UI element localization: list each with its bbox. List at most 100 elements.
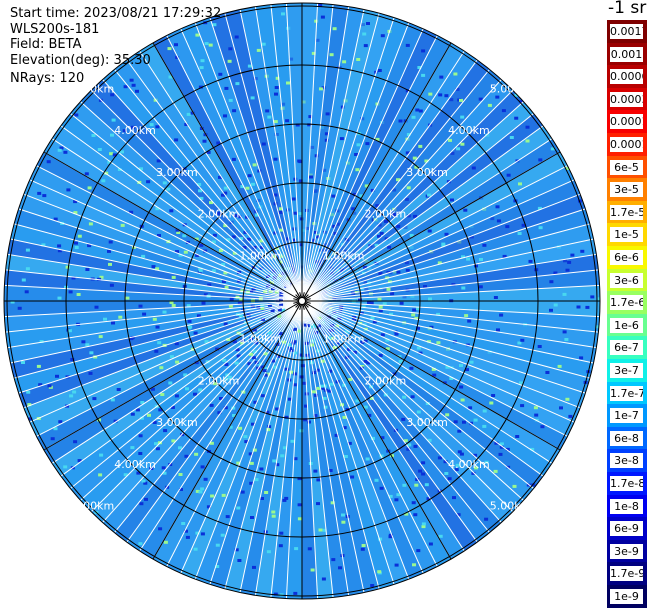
backscatter-speck xyxy=(292,327,297,331)
ray-separator xyxy=(301,3,319,302)
range-ring-label: 3.00km xyxy=(156,166,198,179)
range-ring-label: 5.00km xyxy=(73,500,115,513)
ray-separator xyxy=(254,300,303,596)
ray-separator xyxy=(80,300,303,501)
backscatter-speck xyxy=(223,322,228,326)
backscatter-speck xyxy=(212,23,217,27)
backscatter-speck xyxy=(525,125,530,129)
backscatter-speck xyxy=(416,326,420,330)
ray-separator xyxy=(7,300,303,349)
backscatter-speck xyxy=(557,364,562,368)
backscatter-speck xyxy=(262,369,267,373)
backscatter-speck xyxy=(278,260,283,264)
backscatter-speck xyxy=(256,48,261,52)
ray-separator xyxy=(23,193,303,302)
backscatter-speck xyxy=(273,365,278,369)
backscatter-speck xyxy=(545,371,550,374)
range-ring-label: 1.00km xyxy=(240,333,282,346)
backscatter-speck xyxy=(299,429,304,433)
backscatter-speck xyxy=(174,342,179,346)
ray-separator xyxy=(301,223,590,302)
backscatter-speck xyxy=(455,463,460,467)
backscatter-speck xyxy=(459,452,464,456)
azimuth-spoke xyxy=(301,42,452,302)
backscatter-speck xyxy=(549,308,553,312)
backscatter-speck xyxy=(249,481,254,485)
backscatter-speck xyxy=(154,349,159,353)
backscatter-speck xyxy=(550,147,555,151)
backscatter-speck xyxy=(94,305,99,309)
backscatter-speck xyxy=(27,403,32,407)
backscatter-speck xyxy=(314,393,319,397)
ray-separator xyxy=(90,89,303,302)
ray-separator xyxy=(301,300,380,589)
ray-separator xyxy=(301,300,581,409)
backscatter-speck xyxy=(439,75,444,79)
colorbar-unit-label: -1 sr xyxy=(608,0,647,18)
ray-separator xyxy=(301,300,568,437)
backscatter-speck xyxy=(499,445,504,449)
azimuth-spoke xyxy=(43,151,303,302)
colorbar-cell: 0.0017 xyxy=(607,20,647,44)
backscatter-speck xyxy=(338,307,343,311)
backscatter-speck xyxy=(312,324,317,328)
colorbar-tick-label: 0.00017 xyxy=(610,114,643,130)
backscatter-speck xyxy=(473,418,478,422)
backscatter-speck xyxy=(149,123,154,127)
backscatter-speck xyxy=(244,440,249,444)
backscatter-speck xyxy=(143,481,148,485)
backscatter-speck xyxy=(292,340,297,344)
backscatter-speck xyxy=(278,210,283,214)
colorbar-cell: 0.001 xyxy=(607,42,647,66)
ray-separator xyxy=(301,138,553,302)
backscatter-speck xyxy=(505,225,510,229)
backscatter-speck xyxy=(414,483,419,487)
backscatter-speck xyxy=(220,533,225,537)
backscatter-speck xyxy=(66,188,71,192)
backscatter-speck xyxy=(311,51,316,55)
ray-separator xyxy=(301,6,350,302)
backscatter-speck xyxy=(135,408,140,412)
backscatter-speck xyxy=(234,214,238,218)
colorbar-cell: 6e-9 xyxy=(607,517,647,541)
backscatter-speck xyxy=(247,362,252,366)
backscatter-speck xyxy=(520,404,525,408)
backscatter-speck xyxy=(493,296,498,299)
backscatter-speck xyxy=(366,361,371,365)
backscatter-speck xyxy=(436,312,441,316)
backscatter-speck xyxy=(111,321,115,325)
backscatter-speck xyxy=(360,547,365,551)
backscatter-speck xyxy=(271,359,276,363)
backscatter-speck xyxy=(277,314,282,318)
backscatter-speck xyxy=(537,206,542,210)
backscatter-speck xyxy=(328,369,333,373)
backscatter-speck xyxy=(266,372,271,376)
backscatter-speck xyxy=(171,439,176,443)
backscatter-speck xyxy=(331,558,336,562)
backscatter-speck xyxy=(416,410,421,414)
range-ring-label: 4.00km xyxy=(448,458,490,471)
backscatter-speck xyxy=(261,42,266,46)
backscatter-speck xyxy=(421,461,426,465)
ray-sector xyxy=(80,90,302,301)
elevation-text: Elevation(deg): 35.30 xyxy=(10,53,151,68)
ray-separator xyxy=(301,300,590,379)
backscatter-speck xyxy=(325,112,330,116)
colorbar-tick-label: 1e-6 xyxy=(610,317,643,333)
backscatter-speck xyxy=(111,118,116,122)
range-ring-label: 4.00km xyxy=(114,458,156,471)
backscatter-speck xyxy=(247,64,252,68)
backscatter-speck xyxy=(445,413,450,417)
backscatter-speck xyxy=(223,224,228,228)
backscatter-speck xyxy=(274,290,279,294)
backscatter-speck xyxy=(275,76,280,80)
backscatter-speck xyxy=(99,453,104,457)
backscatter-speck xyxy=(123,85,128,89)
ray-separator xyxy=(301,253,597,302)
backscatter-speck xyxy=(68,290,73,294)
ray-sector xyxy=(302,165,575,301)
backscatter-speck xyxy=(93,355,98,359)
ray-sector xyxy=(43,138,303,301)
colorbar-cell: 1.7e-6 xyxy=(607,291,647,315)
backscatter-speck xyxy=(197,270,202,274)
